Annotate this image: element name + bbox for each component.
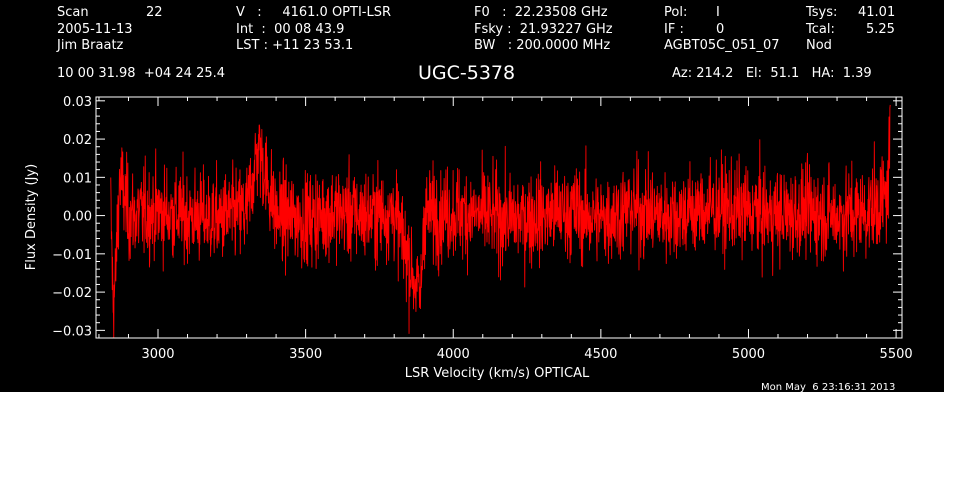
bandwidth-line: BW : 200.0000 MHz bbox=[474, 38, 611, 53]
lst-line: LST : +11 23 53.1 bbox=[236, 38, 354, 53]
spectrum-series-line bbox=[110, 104, 891, 339]
axes-layer: 3000 3500 4000 4500 5000 5500 −0.03 −0.02 −0.01 0… bbox=[52, 95, 912, 362]
az-el-ha-line: Az: 214.2 El: 51.1 HA: 1.39 bbox=[672, 66, 872, 81]
fsky-line: Fsky : 21.93227 GHz bbox=[474, 22, 613, 37]
y-tick-label: −0.01 bbox=[52, 248, 92, 263]
pol-value: I bbox=[716, 5, 720, 20]
plot-frame bbox=[95, 96, 903, 339]
y-tick-label: −0.02 bbox=[52, 286, 92, 301]
chart-title: UGC-5378 bbox=[418, 62, 516, 84]
observation-date: 2005-11-13 bbox=[57, 22, 133, 37]
if-label: IF : bbox=[664, 22, 684, 37]
x-tick-label: 4500 bbox=[584, 347, 617, 362]
x-tick-label: 5000 bbox=[732, 347, 765, 362]
spectrum-trace-layer bbox=[110, 104, 891, 339]
y-tick-label: 0.00 bbox=[63, 210, 92, 225]
x-tick-label: 5500 bbox=[880, 347, 913, 362]
tsys-label: Tsys: bbox=[806, 5, 838, 20]
observer-name: Jim Braatz bbox=[57, 38, 124, 53]
y-tick-label: −0.03 bbox=[52, 324, 92, 339]
x-tick-label: 3000 bbox=[141, 347, 174, 362]
if-value: 0 bbox=[716, 22, 725, 37]
tsys-value: 41.01 bbox=[858, 5, 896, 20]
y-tick-label: 0.01 bbox=[63, 171, 92, 186]
y-tick-label: 0.03 bbox=[63, 95, 92, 110]
integration-line: Int : 00 08 43.9 bbox=[236, 22, 345, 37]
render-timestamp: Mon May 6 23:16:31 2013 bbox=[761, 382, 896, 393]
scan-value: 22 bbox=[146, 5, 163, 20]
scan-label: Scan bbox=[57, 5, 89, 20]
x-axis-label: LSR Velocity (km/s) OPTICAL bbox=[405, 366, 590, 381]
spectrum-chart: 3000 3500 4000 4500 5000 5500 −0.03 −0.02 −0.01 0… bbox=[24, 95, 913, 381]
pol-label: Pol: bbox=[664, 5, 688, 20]
project-id: AGBT05C_051_07 bbox=[664, 38, 780, 53]
velocity-line: V : 4161.0 OPTI-LSR bbox=[236, 5, 392, 20]
f0-line: F0 : 22.23508 GHz bbox=[474, 5, 608, 20]
tcal-label: Tcal: bbox=[806, 22, 835, 37]
x-tick-label: 4000 bbox=[437, 347, 470, 362]
x-tick-label: 3500 bbox=[289, 347, 322, 362]
y-axis-label: Flux Density (Jy) bbox=[24, 164, 39, 270]
y-tick-label: 0.02 bbox=[63, 133, 92, 148]
observing-mode: Nod bbox=[806, 38, 832, 53]
source-coordinates: 10 00 31.98 +04 24 25.4 bbox=[57, 66, 226, 81]
tcal-value: 5.25 bbox=[866, 22, 895, 37]
